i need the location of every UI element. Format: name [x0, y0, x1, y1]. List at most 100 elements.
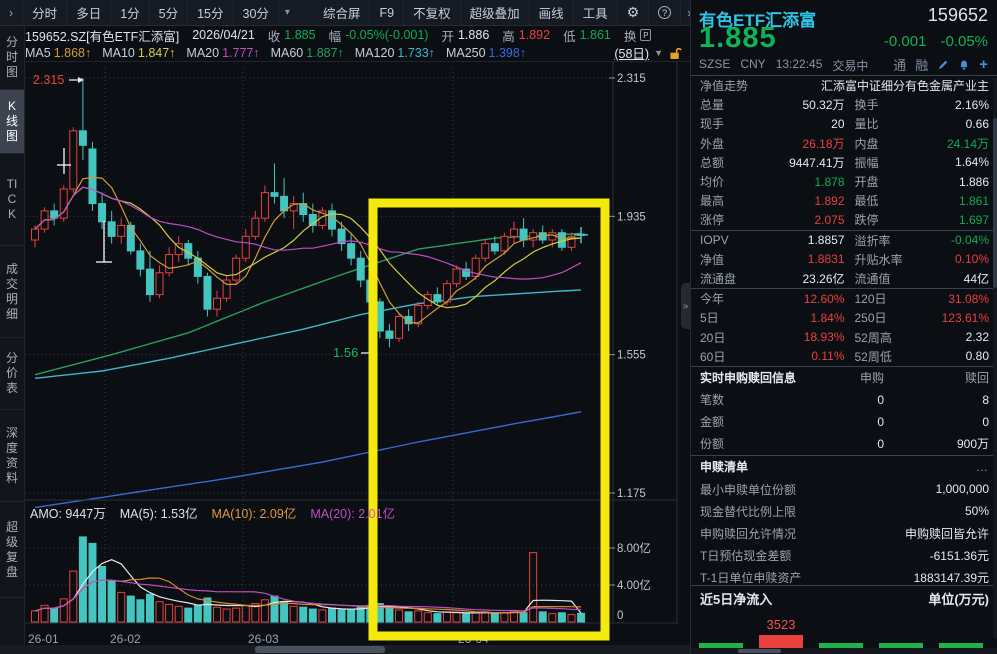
price-change: -0.001 -0.05%: [884, 33, 988, 50]
ma-value: 1.733↑: [397, 45, 435, 60]
sidebar-item-超级复盘[interactable]: 超级复盘: [0, 502, 24, 598]
quote-value: 24.14万: [946, 136, 989, 151]
section-subscription: 实时申购赎回信息 申购 赎回 笔数 0 8 金额 0 0 份额 0 900万: [691, 365, 997, 455]
quote-cell: 流通盘 23.26亿: [700, 270, 845, 287]
sidebar-item-深度资料[interactable]: 深度资料: [0, 410, 24, 502]
sidebar-item-分价表[interactable]: 分价表: [0, 338, 24, 410]
fund-name: 汇添富中证细分有色金属产业主: [820, 79, 989, 94]
quote-cell: 60日 0.11%: [700, 348, 845, 365]
quote-value: 1.892: [814, 193, 845, 208]
subscription-header: 实时申购赎回信息 申购 赎回: [691, 367, 997, 389]
panel-scrollbar-vertical[interactable]: [993, 78, 997, 638]
pencil-icon[interactable]: [937, 59, 949, 71]
quote-value: 1.64%: [954, 155, 989, 170]
collapse-left-chevron[interactable]: ›: [0, 0, 24, 25]
bell-icon[interactable]: [958, 59, 970, 71]
more-right-chevron[interactable]: ›: [681, 0, 697, 25]
quote-label: 52周高: [854, 330, 892, 345]
sidebar-item-成交明细[interactable]: 成交明细: [0, 246, 24, 338]
netflow-unit: 单位(万元): [928, 592, 989, 607]
toolbar-综合屏[interactable]: 综合屏: [314, 0, 371, 25]
sidebar-item-TICK[interactable]: TICK: [0, 154, 24, 246]
toolbar-画线[interactable]: 画线: [530, 0, 574, 25]
quote-row: 最高 1.892 最低 1.861: [691, 191, 997, 210]
quote-panel-header: 有色ETF汇添富 159652 1.885 -0.001 -0.05% SZSE…: [691, 0, 997, 75]
netflow-bar-label: 3523: [766, 617, 796, 632]
sidebar-item-K线图[interactable]: K线图: [0, 90, 24, 154]
chart-scrollbar-thumb[interactable]: [255, 646, 385, 653]
subscription-value: 0: [982, 414, 989, 429]
unlock-icon[interactable]: [668, 46, 682, 60]
quote-cell: 跌停 1.697: [845, 211, 990, 228]
subscription-row: 份额 0 900万: [691, 433, 997, 455]
quote-label: 振幅: [854, 155, 879, 170]
fast-ma-lines: [34, 176, 582, 324]
ma-legend-MA20: MA20 1.777↑: [186, 46, 259, 60]
quote-cell: 最高 1.892: [700, 192, 845, 209]
quote-cell: 升贴水率 0.10%: [845, 251, 990, 268]
ma5-line: [34, 176, 582, 324]
tab-30分[interactable]: 30分: [234, 0, 279, 25]
redemption-label: 最小申赎单位份额: [700, 482, 797, 497]
chart-scrollbar[interactable]: [0, 645, 690, 654]
quote-data-sections: 净值走势 汇添富中证细分有色金属产业主 总量 50.32万 换手 2.16% 现手 20 量比 0…: [691, 75, 997, 589]
panel-hscroll-thumb[interactable]: [738, 649, 781, 653]
ma-label: MA20: [186, 45, 220, 60]
ma-label: MA250: [445, 45, 486, 60]
field-label: 幅: [328, 29, 342, 44]
quote-label: 今年: [700, 292, 725, 307]
help-icon[interactable]: ?: [658, 6, 672, 19]
ma-label: MA5: [25, 45, 51, 60]
quote-cell: 20日 18.93%: [700, 329, 845, 346]
panel-scrollbar-horizontal[interactable]: [691, 648, 997, 654]
quote-cell: 总量 50.32万: [700, 96, 845, 113]
tab-分时[interactable]: 分时: [23, 0, 68, 25]
subscription-value: 0: [877, 436, 884, 451]
connect-badge: 通: [893, 58, 907, 73]
netflow-bar: [819, 643, 863, 648]
toolbar-超级叠加[interactable]: 超级叠加: [461, 0, 530, 25]
annotations: 2.315 1.56: [33, 73, 588, 360]
section-quote: 净值走势 汇添富中证细分有色金属产业主 总量 50.32万 换手 2.16% 现手 20 量比 0…: [691, 75, 997, 230]
volume-ma-lines: [34, 559, 582, 614]
help-icon-wrap: ?: [649, 0, 682, 25]
redemption-row: 最小申赎单位份额 1,000,000: [691, 478, 997, 500]
mini-window-icon: P: [640, 29, 652, 41]
ma-legend-items: MA5 1.868↑ MA10 1.847↑ MA20 1.777↑ MA60 1.887↑ M…: [25, 46, 526, 60]
period-selector[interactable]: (58日): [614, 47, 650, 61]
tab-多日[interactable]: 多日: [67, 0, 112, 25]
panel-vscroll-thumb[interactable]: [993, 118, 997, 288]
quote-label: 内盘: [854, 136, 879, 151]
toolbar-不复权[interactable]: 不复权: [404, 0, 461, 25]
tabs-dropdown-caret[interactable]: ▾: [284, 7, 290, 18]
exchange-label: SZSE: [699, 57, 731, 71]
toolbar-F9[interactable]: F9: [370, 0, 405, 25]
sidebar-item-分时图[interactable]: 分时图: [0, 26, 24, 90]
tab-1分[interactable]: 1分: [111, 0, 150, 25]
section-iopv: IOPV 1.8857 溢折率 -0.04% 净值 1.8831 升贴水率 0.10% 流通盘 2…: [691, 229, 997, 289]
quote-value: 1.697: [958, 212, 989, 227]
quote-value: 44亿: [963, 271, 989, 286]
candles: [31, 78, 586, 348]
more-button[interactable]: …: [976, 459, 989, 474]
tab-15分[interactable]: 15分: [188, 0, 234, 25]
gear-icon[interactable]: ⚙: [618, 0, 650, 25]
quote-label: 跌停: [854, 213, 879, 228]
quote-cell: 流通值 44亿: [845, 270, 990, 287]
kline-chart[interactable]: 2.315 1.935 1.555 1.175 8.00亿 4.00亿 0 26-01 26-0…: [25, 62, 690, 654]
ma-value: 1.847↑: [137, 45, 176, 60]
tab-5分[interactable]: 5分: [150, 0, 189, 25]
ma120-line: [34, 289, 582, 379]
quote-row: 现手 20 量比 0.66: [691, 114, 997, 133]
panel-collapse-handle[interactable]: »: [681, 283, 690, 329]
toolbar-工具[interactable]: 工具: [574, 0, 618, 25]
add-icon[interactable]: +: [979, 55, 988, 73]
ma-label: MA120: [354, 45, 395, 60]
quote-cell: 内盘 24.14万: [845, 135, 990, 152]
quote-value: 1.84%: [810, 310, 845, 325]
netflow-bars: 3523: [691, 606, 997, 651]
quote-label: 开盘: [854, 175, 879, 190]
chevron-down-icon[interactable]: ▼: [654, 47, 663, 58]
subscription-label: 金额: [700, 415, 725, 430]
section-performance: 今年 12.60% 120日 31.08% 5日 1.84% 250日 123.61% 20日 1…: [691, 288, 997, 366]
